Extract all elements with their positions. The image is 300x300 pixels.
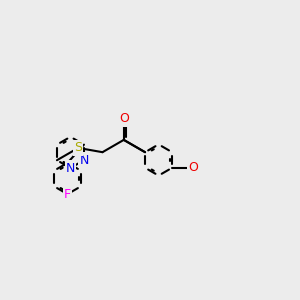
Text: N: N	[79, 154, 88, 167]
Text: N: N	[66, 161, 75, 175]
Text: S: S	[74, 141, 82, 154]
Text: O: O	[188, 161, 198, 174]
Text: O: O	[119, 112, 129, 125]
Text: F: F	[64, 188, 71, 201]
